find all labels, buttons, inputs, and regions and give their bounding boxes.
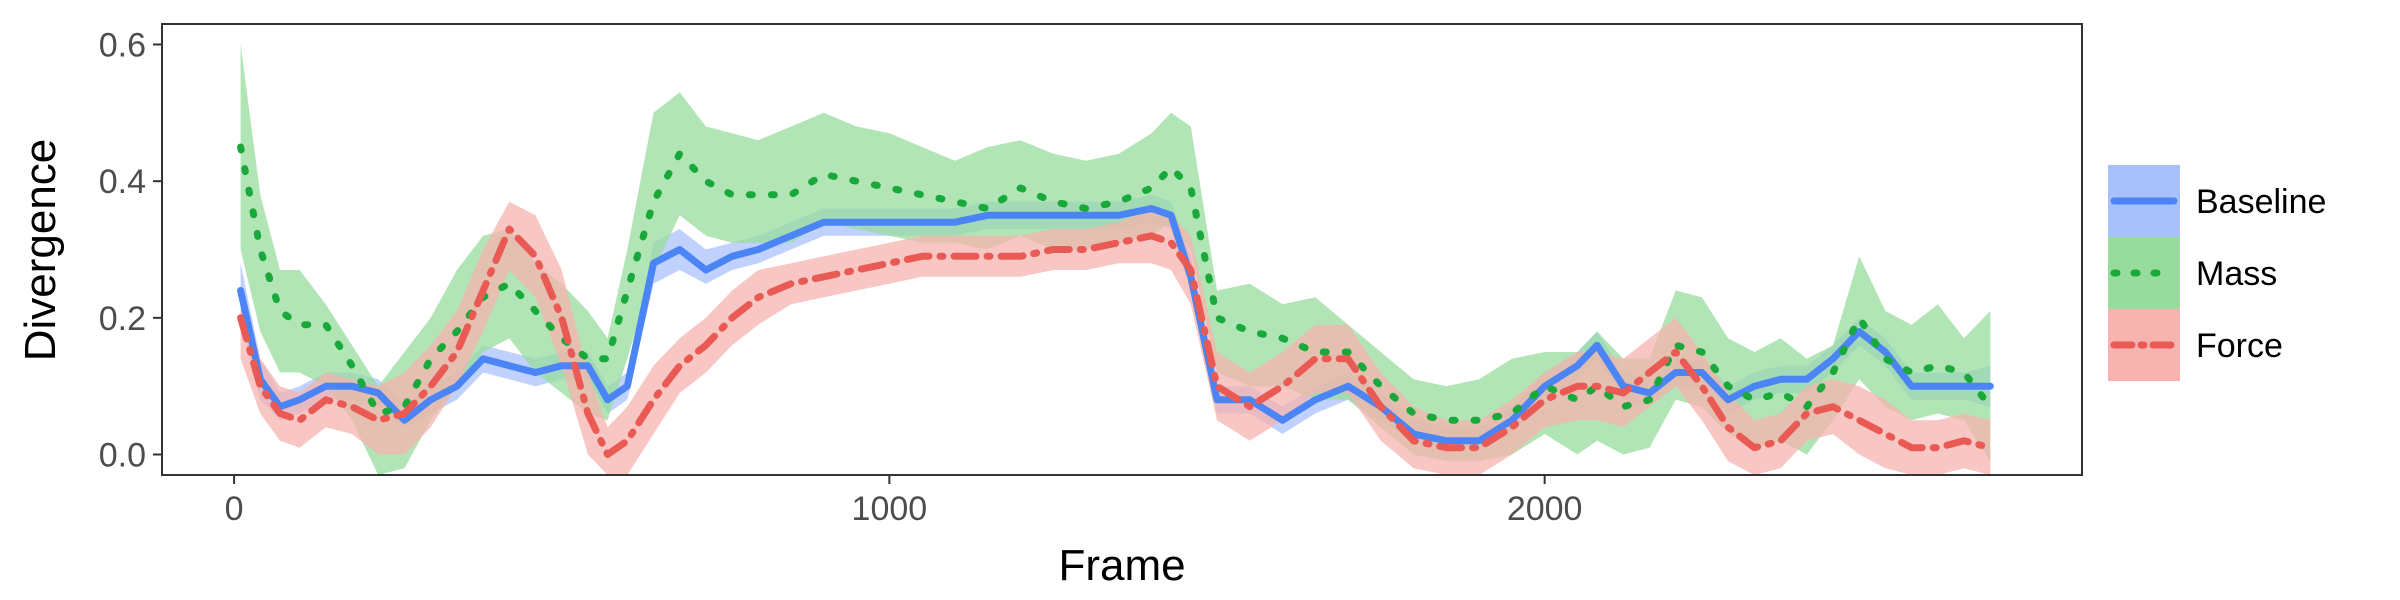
y-axis-title: Divergence bbox=[16, 139, 65, 362]
y-tick-label: 0.6 bbox=[99, 27, 146, 65]
legend: Baseline Mass Force bbox=[2108, 165, 2326, 381]
x-axis: 0 1000 2000 bbox=[225, 475, 1583, 528]
legend-label-force: Force bbox=[2196, 327, 2283, 365]
line-mass bbox=[237, 143, 1994, 424]
plot-border bbox=[161, 23, 2083, 476]
band-force bbox=[240, 201, 1991, 475]
y-tick-label: 0.0 bbox=[99, 437, 146, 475]
x-axis-title: Frame bbox=[1058, 541, 1185, 590]
legend-label-baseline: Baseline bbox=[2196, 183, 2326, 221]
y-tick-label: 0.2 bbox=[99, 300, 146, 338]
x-tick-label: 1000 bbox=[852, 490, 928, 528]
line-baseline bbox=[237, 205, 1994, 445]
series-lines bbox=[237, 143, 1994, 458]
x-tick-label: 2000 bbox=[1507, 490, 1583, 528]
line-force bbox=[237, 225, 1994, 458]
y-tick-label: 0.4 bbox=[99, 163, 146, 201]
x-tick-label: 0 bbox=[225, 490, 244, 528]
legend-label-mass: Mass bbox=[2196, 255, 2277, 293]
y-axis: 0.0 0.2 0.4 0.6 bbox=[99, 27, 162, 475]
